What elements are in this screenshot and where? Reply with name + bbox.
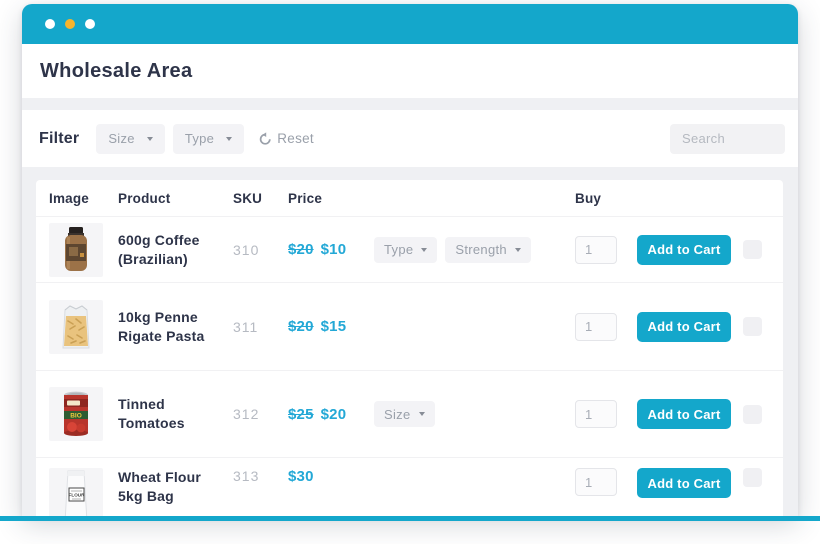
- old-price: $20: [288, 318, 314, 335]
- old-price: $25: [288, 405, 314, 423]
- option-strength-dropdown[interactable]: Strength: [445, 236, 531, 263]
- col-header-price: Price: [288, 190, 323, 206]
- window-dot-icon[interactable]: [45, 19, 55, 29]
- current-price: $15: [320, 318, 347, 335]
- product-image-tomatoes: BIO: [49, 387, 103, 441]
- page-title: Wholesale Area: [40, 59, 193, 82]
- quantity-input[interactable]: [575, 235, 617, 264]
- chevron-down-icon: [514, 247, 521, 252]
- chevron-down-icon: [146, 136, 153, 141]
- product-image-flour: FLOUR: [49, 468, 103, 516]
- add-to-cart-button[interactable]: Add to Cart: [637, 234, 731, 265]
- reset-label: Reset: [277, 131, 314, 146]
- filter-label: Filter: [39, 129, 80, 147]
- row-checkbox[interactable]: [743, 404, 762, 424]
- row-checkbox[interactable]: [743, 468, 762, 487]
- window-titlebar: [22, 4, 798, 44]
- product-price: $20 $15: [288, 318, 374, 335]
- option-size-dropdown[interactable]: Size: [374, 401, 435, 427]
- add-to-cart-button[interactable]: Add to Cart: [637, 399, 731, 429]
- chevron-down-icon: [226, 136, 233, 141]
- table-row: 10kg Penne Rigate Pasta 311 $20 $15 Add t…: [36, 282, 783, 370]
- product-image-coffee: [49, 222, 103, 277]
- old-price: $20: [288, 241, 314, 258]
- quantity-input[interactable]: [575, 400, 617, 428]
- current-price: $10: [320, 241, 347, 258]
- filter-type-dropdown[interactable]: Type: [172, 123, 245, 154]
- product-image-pasta: [49, 299, 103, 354]
- quantity-input[interactable]: [575, 468, 617, 496]
- table-row: 600g Coffee (Brazilian) 310 $20 $10 Type …: [36, 216, 783, 282]
- col-header-buy: Buy: [575, 190, 602, 206]
- page-header: Wholesale Area: [22, 44, 798, 98]
- add-to-cart-button[interactable]: Add to Cart: [637, 468, 731, 498]
- product-name: Tinned Tomatoes: [118, 396, 185, 431]
- table-header-row: Image Product SKU Price Buy: [36, 180, 783, 216]
- table-row: FLOUR Wheat Flour 5kg Bag 313 $30 Add to…: [36, 457, 783, 516]
- current-price: $20: [320, 405, 347, 423]
- option-strength-label: Strength: [455, 242, 507, 257]
- option-size-label: Size: [384, 406, 411, 422]
- reset-icon: [260, 131, 271, 145]
- row-checkbox[interactable]: [743, 317, 762, 336]
- window-dot-icon[interactable]: [85, 19, 95, 29]
- product-price: $25 $20: [288, 406, 374, 423]
- product-table: Image Product SKU Price Buy: [36, 180, 783, 516]
- product-sku: 313: [233, 468, 260, 484]
- svg-text:BIO: BIO: [70, 413, 82, 420]
- chevron-down-icon: [421, 247, 428, 252]
- svg-text:FLOUR: FLOUR: [69, 493, 86, 498]
- product-price: $20 $10: [288, 241, 374, 258]
- reset-filters-button[interactable]: Reset: [258, 131, 314, 146]
- current-price: $30: [288, 468, 314, 485]
- col-header-image: Image: [49, 190, 90, 206]
- chevron-down-icon: [418, 412, 425, 416]
- search-input[interactable]: [670, 123, 785, 154]
- table-row: BIO Tinned Tomatoes 312 $25 $20 Size: [36, 370, 783, 457]
- product-price: $30: [288, 468, 374, 485]
- filter-bar: Filter Size Type Reset: [22, 110, 798, 167]
- option-type-dropdown[interactable]: Type: [374, 236, 438, 263]
- col-header-sku: SKU: [233, 190, 263, 206]
- col-header-product: Product: [118, 190, 171, 206]
- add-to-cart-button[interactable]: Add to Cart: [637, 311, 731, 342]
- product-name: Wheat Flour 5kg Bag: [118, 469, 202, 504]
- product-name: 10kg Penne Rigate Pasta: [118, 308, 205, 344]
- browser-window: Wholesale Area Filter Size Type Reset Im…: [22, 4, 798, 516]
- filter-size-dropdown-label: Size: [108, 131, 135, 146]
- product-sku: 310: [233, 241, 260, 258]
- product-sku: 311: [233, 318, 259, 335]
- option-type-label: Type: [384, 242, 414, 257]
- product-name: 600g Coffee (Brazilian): [118, 231, 200, 267]
- bottom-accent-bar: [0, 516, 820, 521]
- quantity-input[interactable]: [575, 312, 617, 341]
- product-sku: 312: [233, 406, 260, 422]
- filter-type-dropdown-label: Type: [184, 131, 215, 146]
- window-dot-icon[interactable]: [65, 19, 75, 29]
- filter-size-dropdown[interactable]: Size: [96, 123, 165, 154]
- row-checkbox[interactable]: [743, 240, 762, 259]
